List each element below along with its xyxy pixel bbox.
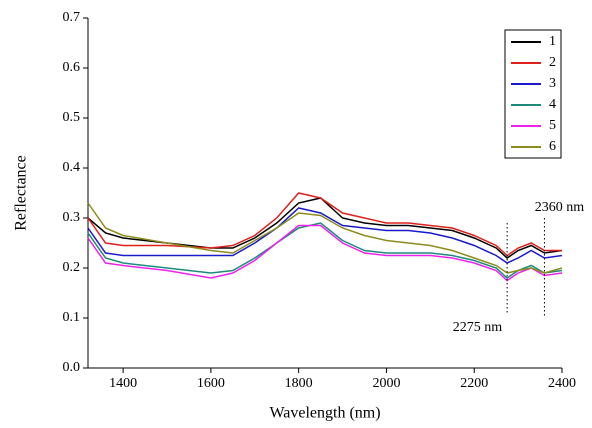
legend-label: 3: [549, 76, 556, 91]
y-tick-label: 0.2: [63, 260, 81, 275]
x-tick-label: 1800: [285, 376, 313, 391]
y-tick-label: 0.4: [63, 160, 81, 175]
x-tick-label: 2000: [372, 376, 400, 391]
x-tick-label: 2200: [460, 376, 488, 391]
series-line: [87, 202, 563, 274]
y-tick-label: 0.0: [63, 360, 81, 375]
series-line: [87, 222, 563, 279]
legend-box: [504, 29, 562, 159]
series-line: [87, 192, 562, 257]
annotation-text: 2360 nm: [535, 200, 585, 215]
y-tick-label: 0.3: [63, 210, 81, 225]
series-line: [87, 207, 563, 264]
legend-label: 5: [549, 118, 556, 133]
annotation-text: 2275 nm: [453, 320, 503, 335]
series-line: [87, 197, 563, 259]
x-tick-label: 1400: [109, 376, 137, 391]
x-tick-label: 1600: [197, 376, 225, 391]
y-tick-label: 0.7: [63, 10, 81, 25]
legend-label: 4: [549, 97, 556, 112]
y-tick-label: 0.6: [63, 60, 81, 75]
y-tick-label: 0.5: [63, 110, 81, 125]
x-axis-label: Wavelength (nm): [269, 405, 380, 422]
y-tick-label: 0.1: [63, 310, 81, 325]
y-axis-label: Reflectance: [13, 155, 30, 231]
x-tick-label: 2400: [548, 376, 576, 391]
legend-label: 1: [549, 34, 556, 49]
legend-label: 2: [549, 55, 556, 70]
series-line: [87, 224, 563, 282]
legend-label: 6: [549, 139, 556, 154]
